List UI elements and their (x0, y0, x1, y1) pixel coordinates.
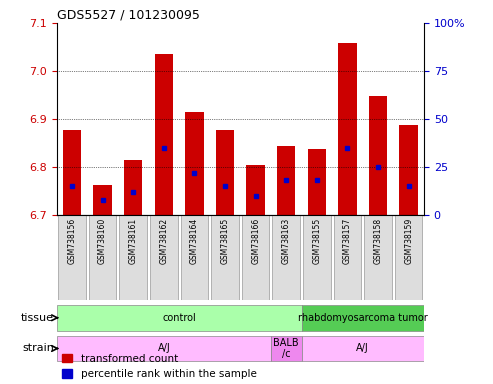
Text: strain: strain (22, 343, 54, 354)
FancyBboxPatch shape (273, 215, 300, 300)
FancyBboxPatch shape (242, 215, 269, 300)
FancyBboxPatch shape (150, 215, 177, 300)
FancyBboxPatch shape (57, 336, 271, 361)
Text: GSM738161: GSM738161 (129, 218, 138, 264)
Bar (216, 129, 234, 215)
FancyBboxPatch shape (334, 215, 361, 300)
Bar (94, 185, 112, 215)
Bar (277, 146, 295, 215)
Bar (308, 149, 326, 215)
Bar (124, 160, 142, 215)
Bar (338, 43, 356, 215)
Bar (185, 112, 204, 215)
Text: GSM738159: GSM738159 (404, 218, 413, 264)
Text: GSM738157: GSM738157 (343, 218, 352, 264)
FancyBboxPatch shape (302, 336, 424, 361)
FancyBboxPatch shape (303, 215, 331, 300)
Text: GSM738162: GSM738162 (159, 218, 168, 264)
Text: GSM738160: GSM738160 (98, 218, 107, 264)
FancyBboxPatch shape (180, 215, 208, 300)
FancyBboxPatch shape (364, 215, 392, 300)
Text: A/J: A/J (356, 343, 369, 354)
Text: GSM738163: GSM738163 (282, 218, 291, 264)
Text: GSM738155: GSM738155 (313, 218, 321, 264)
Bar (369, 96, 387, 215)
Bar (155, 54, 173, 215)
FancyBboxPatch shape (211, 215, 239, 300)
Text: GSM738158: GSM738158 (374, 218, 383, 264)
FancyBboxPatch shape (119, 215, 147, 300)
Text: GDS5527 / 101230095: GDS5527 / 101230095 (57, 9, 200, 22)
Text: control: control (162, 313, 196, 323)
FancyBboxPatch shape (89, 215, 116, 300)
Text: GSM738164: GSM738164 (190, 218, 199, 264)
FancyBboxPatch shape (271, 336, 302, 361)
FancyBboxPatch shape (302, 305, 424, 331)
Text: tissue: tissue (21, 313, 54, 323)
Text: GSM738166: GSM738166 (251, 218, 260, 264)
FancyBboxPatch shape (395, 215, 423, 300)
Text: BALB
/c: BALB /c (274, 338, 299, 359)
Bar (246, 165, 265, 215)
Legend: transformed count, percentile rank within the sample: transformed count, percentile rank withi… (62, 354, 256, 379)
Text: GSM738165: GSM738165 (220, 218, 230, 264)
FancyBboxPatch shape (58, 215, 86, 300)
Text: rhabdomyosarcoma tumor: rhabdomyosarcoma tumor (298, 313, 427, 323)
Text: GSM738156: GSM738156 (68, 218, 76, 264)
Bar (399, 125, 418, 215)
Text: A/J: A/J (157, 343, 170, 354)
FancyBboxPatch shape (57, 305, 302, 331)
Bar (63, 129, 81, 215)
